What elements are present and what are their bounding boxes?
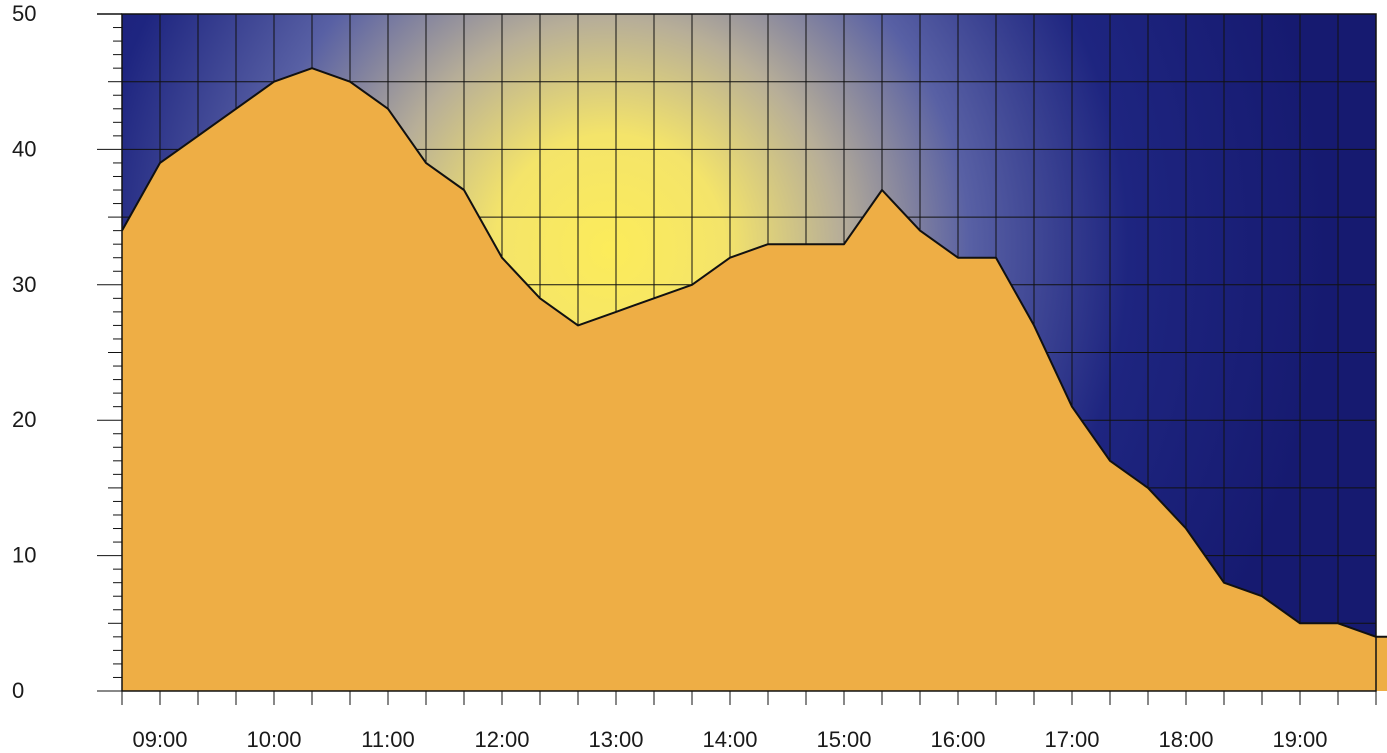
x-tick-label: 13:00 xyxy=(588,727,643,752)
data-point-19:20 xyxy=(1336,621,1340,625)
data-point-19:00 xyxy=(1298,621,1302,625)
data-point-15:00 xyxy=(842,242,846,246)
y-tick-label: 20 xyxy=(12,407,36,432)
x-tick-label: 12:00 xyxy=(474,727,529,752)
data-point-12:00 xyxy=(500,256,504,260)
data-point-09:20 xyxy=(196,134,200,138)
data-point-11:40 xyxy=(462,188,466,192)
data-point-15:20 xyxy=(880,188,884,192)
data-point-18:40 xyxy=(1260,594,1264,598)
data-point-10:20 xyxy=(310,66,314,70)
x-tick-label: 10:00 xyxy=(246,727,301,752)
data-point-14:00 xyxy=(728,256,732,260)
y-tick-label: 40 xyxy=(12,136,36,161)
data-point-16:20 xyxy=(994,256,998,260)
data-point-18:20 xyxy=(1222,581,1226,585)
x-tick-label: 11:00 xyxy=(361,727,414,752)
data-point-15:40 xyxy=(918,229,922,233)
data-point-16:00 xyxy=(956,256,960,260)
y-tick-label: 0 xyxy=(12,678,24,703)
x-tick-label: 18:00 xyxy=(1158,727,1213,752)
data-point-16:40 xyxy=(1032,323,1036,327)
y-tick-label: 30 xyxy=(12,272,36,297)
data-point-14:40 xyxy=(804,242,808,246)
data-point-14:20 xyxy=(766,242,770,246)
data-point-09:40 xyxy=(234,107,238,111)
data-point-12:40 xyxy=(576,323,580,327)
y-axis: 0 10 20 30 40 50 xyxy=(12,1,122,703)
x-tick-label: 16:00 xyxy=(930,727,985,752)
data-point-13:20 xyxy=(652,296,656,300)
data-point-12:20 xyxy=(538,296,542,300)
data-point-13:40 xyxy=(690,283,694,287)
data-point-17:00 xyxy=(1070,405,1074,409)
data-line xyxy=(121,67,1387,638)
data-point-11:20 xyxy=(424,161,428,165)
data-point-17:40 xyxy=(1146,486,1150,490)
data-point-10:00 xyxy=(272,80,276,84)
x-tick-label: 19:00 xyxy=(1272,727,1327,752)
y-tick-label: 50 xyxy=(12,1,36,26)
x-tick-label: 14:00 xyxy=(702,727,757,752)
data-point-11:00 xyxy=(386,107,390,111)
x-tick-label: 15:00 xyxy=(816,727,871,752)
x-axis: 09:00 10:00 11:00 12:00 13:00 14:00 15:00 16:00… xyxy=(121,691,1377,752)
data-point-10:40 xyxy=(348,80,352,84)
x-tick-label: 09:00 xyxy=(132,727,187,752)
data-point-18:00 xyxy=(1184,527,1188,531)
data-area xyxy=(122,68,1387,691)
x-tick-label: 17:00 xyxy=(1044,727,1099,752)
data-point-17:20 xyxy=(1108,459,1112,463)
data-point-09:00 xyxy=(158,161,162,165)
y-tick-label: 10 xyxy=(12,543,36,568)
data-point-13:00 xyxy=(614,310,618,314)
